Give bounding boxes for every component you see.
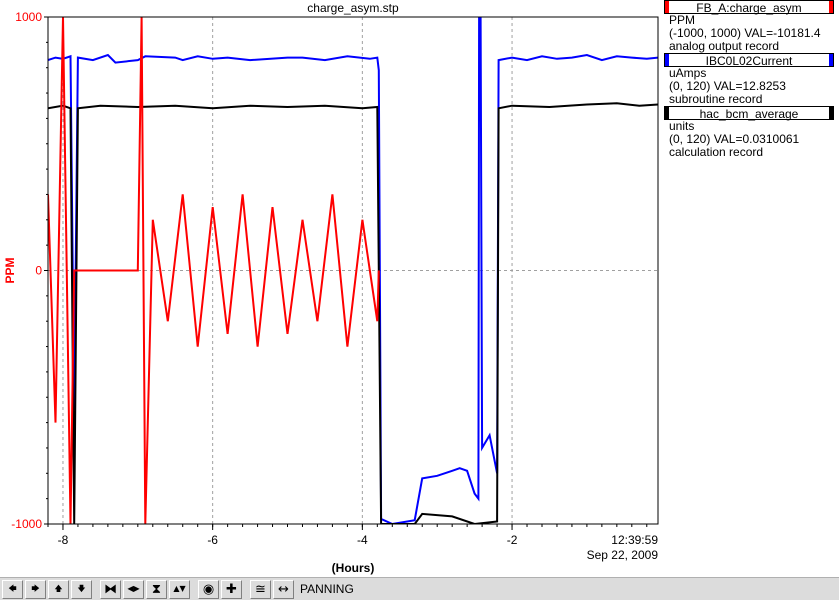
legend-entry[interactable]: IBC0L02Current uAmps (0, 120) VAL=12.8253 s… (664, 53, 839, 106)
auto-scale-icon: ≅ (255, 581, 266, 597)
legend-title-box[interactable]: IBC0L02Current (664, 53, 834, 68)
legend-record-type: calculation record (669, 145, 764, 159)
legend-series-name: hac_bcm_average (699, 107, 799, 121)
zoom-out-x-button[interactable]: ◀▶ (123, 579, 144, 599)
toolbar: 🡄 🡆 🡅 🡇 ⧓ ◀▶ ⧗ ▲▼ ◉ ✚ ≅ ↔ PANNING (0, 577, 839, 600)
y-tick-label: -1000 (11, 517, 42, 531)
x-tick-label: -6 (207, 533, 218, 547)
pan-down-icon: 🡇 (77, 584, 86, 593)
legend-series-name: FB_A:charge_asym (696, 1, 802, 15)
legend-range-value: (0, 120) VAL=0.0310061 (669, 132, 800, 146)
legend-units: uAmps (669, 66, 707, 80)
pan-left-button[interactable]: 🡄 (2, 579, 23, 599)
legend-units: PPM (669, 13, 696, 27)
y-tick-label: 1000 (15, 10, 42, 24)
zoom-out-y-icon: ▲▼ (173, 584, 186, 593)
x-axis-label: (Hours) (332, 561, 375, 575)
x-tick-label: -4 (357, 533, 368, 547)
legend-swatch (665, 1, 669, 13)
chart-title: charge_asym.stp (307, 1, 399, 15)
mode-label: PANNING (300, 582, 354, 596)
reset-icon: ◉ (202, 581, 215, 597)
zoom-in-x-button[interactable]: ⧓ (100, 579, 121, 599)
legend-entry[interactable]: FB_A:charge_asym PPM (-1000, 1000) VAL=-10… (664, 0, 839, 53)
pan-mode-button[interactable]: ↔ (273, 579, 294, 599)
series-line-ibc0l02current (48, 17, 658, 524)
pan-right-button[interactable]: 🡆 (25, 579, 46, 599)
reset-button[interactable]: ◉ (198, 579, 219, 599)
legend-units: units (669, 119, 695, 133)
legend-range-value: (0, 120) VAL=12.8253 (669, 79, 786, 93)
pan-up-button[interactable]: 🡅 (48, 579, 69, 599)
add-icon: ✚ (226, 581, 237, 597)
zoom-in-y-icon: ⧗ (151, 581, 162, 597)
legend-range-value: (-1000, 1000) VAL=-10181.4 (669, 26, 821, 40)
y-axis-label: PPM (3, 257, 17, 283)
legend-swatch-right (829, 107, 833, 119)
legend-record-type: subroutine record (669, 92, 763, 106)
legend-swatch (665, 107, 669, 119)
legend-title-box[interactable]: hac_bcm_average (664, 106, 834, 121)
legend-swatch-right (829, 54, 833, 66)
legend-record-type: analog output record (669, 39, 780, 53)
add-button[interactable]: ✚ (221, 579, 242, 599)
zoom-out-y-button[interactable]: ▲▼ (169, 579, 190, 599)
zoom-out-x-icon: ◀▶ (127, 584, 140, 593)
pan-left-icon: 🡄 (8, 584, 17, 593)
zoom-in-y-button[interactable]: ⧗ (146, 579, 167, 599)
x-tick-label: -2 (507, 533, 518, 547)
legend-title-box[interactable]: FB_A:charge_asym (664, 0, 834, 15)
pan-mode-icon: ↔ (278, 581, 289, 597)
auto-scale-button[interactable]: ≅ (250, 579, 271, 599)
legend-swatch (665, 54, 669, 66)
zoom-in-x-icon: ⧓ (104, 581, 117, 597)
pan-down-button[interactable]: 🡇 (71, 579, 92, 599)
legend-series-name: IBC0L02Current (705, 54, 793, 68)
pan-up-icon: 🡅 (54, 584, 63, 593)
x-end-date-label: Sep 22, 2009 (587, 548, 659, 562)
pan-right-icon: 🡆 (31, 584, 40, 593)
y-tick-label: 0 (35, 264, 42, 278)
legend-panel: FB_A:charge_asym PPM (-1000, 1000) VAL=-10… (664, 0, 839, 159)
x-end-time-label: 12:39:59 (611, 533, 658, 547)
series-line-hac-bcm-average (48, 102, 658, 524)
legend-swatch-right (829, 1, 833, 13)
x-tick-label: -8 (58, 533, 69, 547)
series-line-fb-a-charge-asym (48, 17, 380, 524)
